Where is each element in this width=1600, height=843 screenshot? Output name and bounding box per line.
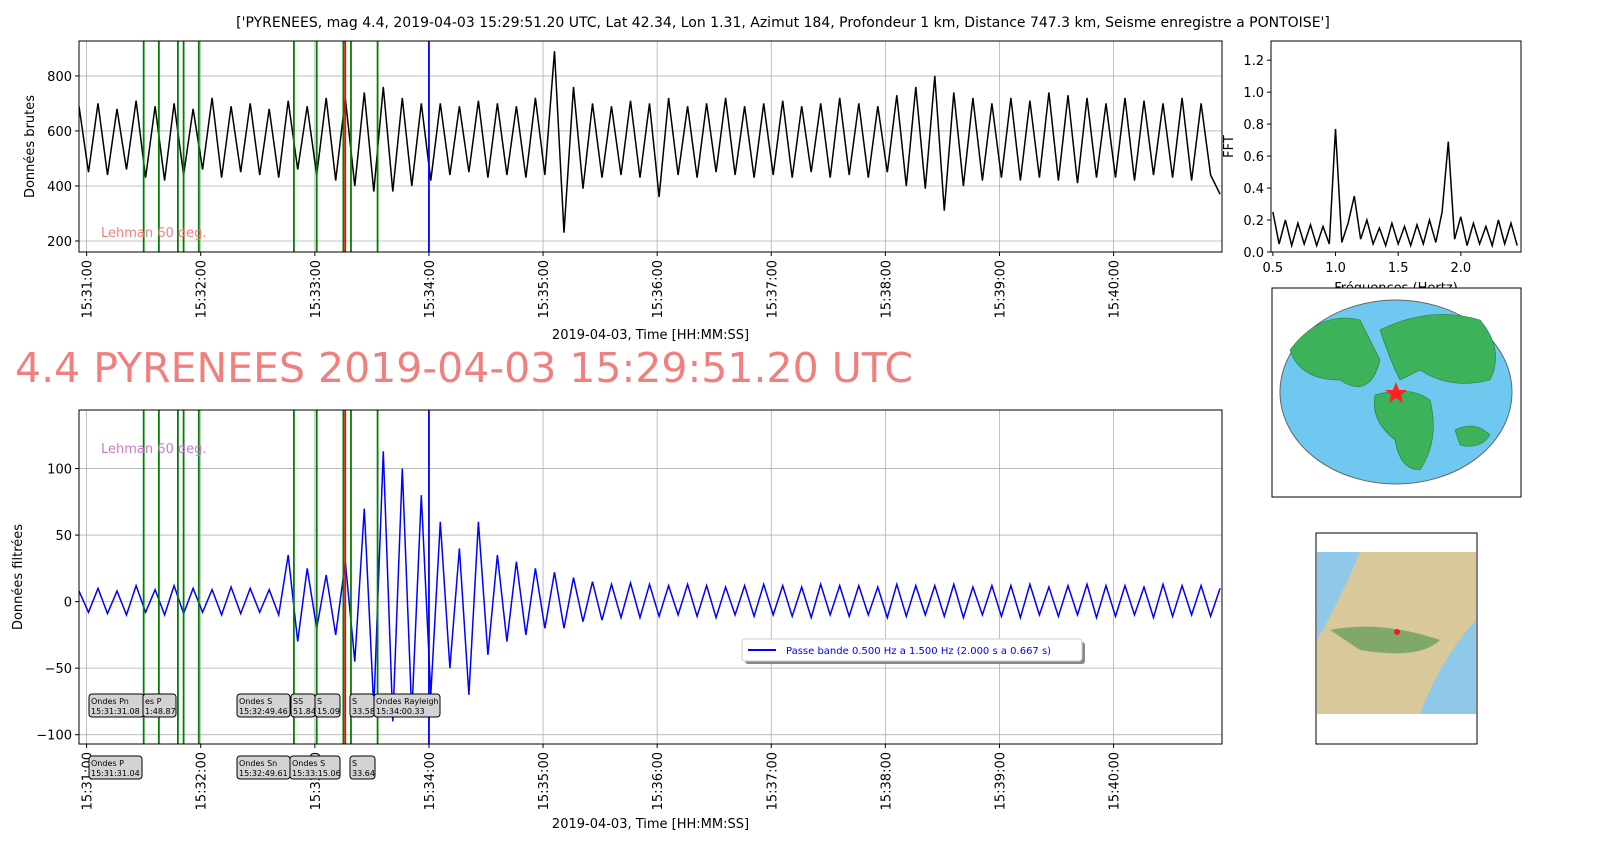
annotation: Lehman 60 deg.	[101, 226, 207, 241]
x-axis-label: 2019-04-03, Time [HH:MM:SS]	[552, 328, 749, 343]
annotation-time: 15:32:49.61	[239, 769, 288, 778]
annotation-label: Ondes S	[292, 759, 325, 768]
y-axis-label: Données filtrées	[11, 524, 26, 630]
region-sea	[1317, 552, 1476, 714]
annotation-label: Ondes S	[239, 697, 272, 706]
annotation-label: S	[352, 697, 357, 706]
x-tick-label: 1.0	[1325, 261, 1346, 276]
legend-label: Passe bande 0.500 Hz a 1.500 Hz (2.000 s…	[786, 646, 1051, 657]
chart-title: ['PYRENEES, mag 4.4, 2019-04-03 15:29:51…	[236, 15, 1330, 31]
annotation-label: Ondes P	[91, 759, 124, 768]
y-tick-label: −100	[36, 729, 72, 744]
plot-frame	[78, 40, 1223, 253]
annotation-time: 15:34:00.33	[376, 707, 425, 716]
x-tick-label: 15:35:00	[537, 752, 552, 810]
x-tick-label: 15:37:00	[765, 260, 780, 318]
big-title: 4.4 PYRENEES 2019-04-03 15:29:51.20 UTC	[15, 344, 913, 392]
x-tick-label: 15:35:00	[537, 260, 552, 318]
annotation-time: 1:48.87	[145, 707, 176, 716]
data-line	[79, 451, 1221, 722]
x-tick-label: 15:34:00	[423, 752, 438, 810]
x-tick-label: 15:39:00	[993, 260, 1008, 318]
x-tick-label: 15:40:00	[1108, 260, 1123, 318]
x-tick-label: 15:33:00	[309, 260, 324, 318]
y-tick-label: −50	[45, 662, 72, 677]
x-tick-label: 15:32:00	[195, 260, 210, 318]
annotation-label: Ondes Rayleigh	[376, 697, 439, 706]
annotation: Lehman 60 deg.	[101, 442, 207, 457]
x-tick-label: 15:31:00	[81, 260, 96, 318]
globe-marker	[1385, 382, 1407, 403]
y-tick-label: 800	[47, 70, 72, 85]
x-tick-label: 15:36:00	[651, 752, 666, 810]
annotation-time: 15:32:49.46	[239, 707, 288, 716]
x-tick-label: 15:39:00	[993, 752, 1008, 810]
annotation-time: 15.09	[317, 707, 340, 716]
y-tick-label: 0.8	[1243, 118, 1264, 133]
y-tick-label: 600	[47, 125, 72, 140]
annotation-box	[88, 755, 143, 780]
plot-frame	[78, 409, 1223, 745]
plot-frame	[1270, 40, 1522, 253]
x-tick-label: 15:34:00	[423, 260, 438, 318]
y-tick-label: 0.4	[1243, 182, 1264, 197]
annotation-label: S	[317, 697, 322, 706]
annotation-box	[289, 755, 341, 780]
x-tick-label: 15:38:00	[879, 260, 894, 318]
data-line	[79, 51, 1221, 233]
x-tick-label: 15:37:00	[765, 752, 780, 810]
annotation-box	[236, 693, 291, 718]
x-tick-label: 15:32:00	[195, 752, 210, 810]
annotation-label: SS	[293, 697, 303, 706]
x-tick-label: 1.5	[1388, 261, 1409, 276]
y-tick-label: 400	[47, 180, 72, 195]
x-tick-label: 15:38:00	[879, 752, 894, 810]
y-axis-label: FFT	[1222, 135, 1237, 158]
y-tick-label: 100	[47, 463, 72, 478]
annotation-time: 33.58	[352, 707, 375, 716]
annotation-label: es P	[145, 697, 162, 706]
annotation-box	[314, 693, 341, 718]
y-tick-label: 0	[64, 596, 72, 611]
x-tick-label: 15:40:00	[1108, 752, 1123, 810]
x-tick-label: 15:36:00	[651, 260, 666, 318]
x-tick-label: 2.0	[1451, 261, 1472, 276]
y-tick-label: 0.6	[1243, 150, 1264, 165]
x-tick-label: 0.5	[1263, 261, 1284, 276]
y-tick-label: 1.0	[1243, 86, 1264, 101]
x-axis-label: 2019-04-03, Time [HH:MM:SS]	[552, 817, 749, 832]
annotation-time: 15:31:31.08	[91, 707, 140, 716]
y-tick-label: 200	[47, 235, 72, 250]
annotation-box	[373, 693, 441, 718]
region-marker	[1394, 629, 1400, 635]
y-tick-label: 1.2	[1243, 54, 1264, 69]
annotation-time: 15:33:15.06	[292, 769, 341, 778]
annotation-box	[349, 755, 376, 780]
y-tick-label: 0.0	[1243, 246, 1264, 261]
y-axis-label: Données brutes	[23, 95, 38, 198]
legend-box	[741, 638, 1083, 662]
y-tick-label: 50	[55, 529, 72, 544]
region-relief	[1330, 626, 1440, 654]
annotation-time: 33.64	[352, 769, 375, 778]
annotation-label: Ondes Sn	[239, 759, 277, 768]
annotation-time: 51.84	[293, 707, 316, 716]
annotation-time: 15:31:31.04	[91, 769, 140, 778]
data-line	[1272, 128, 1518, 249]
annotation-label: Ondes Pn	[91, 697, 129, 706]
annotation-box	[142, 693, 177, 718]
y-tick-label: 0.2	[1243, 214, 1264, 229]
annotation-label: S	[352, 759, 357, 768]
